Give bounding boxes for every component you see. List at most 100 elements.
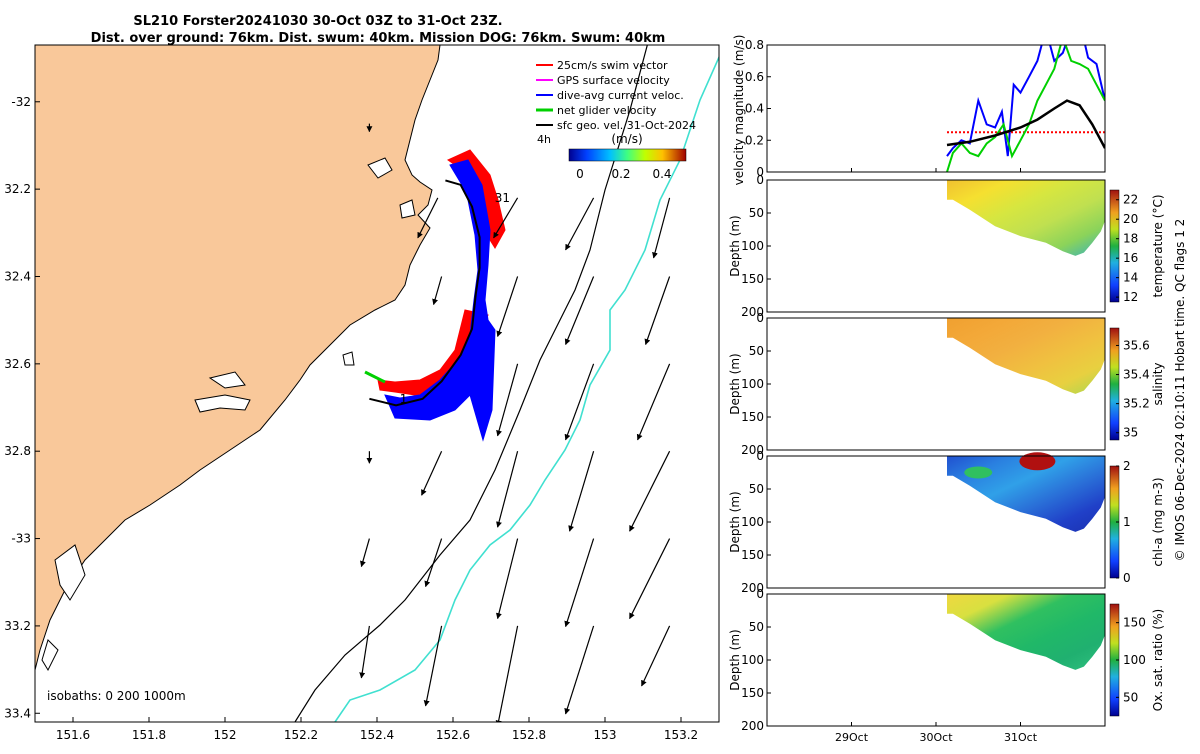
colorbar-tick-label: 18 xyxy=(1123,232,1138,246)
section-ytick-label: 0 xyxy=(756,173,764,187)
section-colorbar xyxy=(1109,189,1120,303)
geo-vector xyxy=(421,450,443,496)
velocity-panel: 0 0.2 0.4 0.6 0.8 velocity magnitude (m/s) xyxy=(732,35,1106,186)
geo-vector xyxy=(417,197,439,239)
geo-vector xyxy=(564,538,595,628)
geo-vector-field xyxy=(359,123,671,722)
map-ytick-label: 32.6 xyxy=(4,357,31,371)
section-ytick-label: 0 xyxy=(756,311,764,325)
map-xtick-label: 152.8 xyxy=(512,728,546,742)
map-colorbar-label: (m/s) xyxy=(611,132,642,146)
map-xtick-label: 152.4 xyxy=(360,728,394,742)
chla-max-patch xyxy=(1019,452,1056,471)
map-colorbar-tick-2: 0.4 xyxy=(652,167,671,181)
colorbar-label: chl-a (mg m-3) xyxy=(1151,477,1165,566)
map-xtick-label: 153.2 xyxy=(664,728,698,742)
section-ytick-label: 0 xyxy=(756,449,764,463)
geo-vector xyxy=(496,363,519,437)
map-panel: 151.6 151.8 152 152.2 152.4 152.6 152.8 153 153.… xyxy=(4,44,720,742)
map-xtick-label: 151.6 xyxy=(56,728,90,742)
colorbar-label: temperature (°C) xyxy=(1151,195,1165,298)
velocity-ylabel: velocity magnitude (m/s) xyxy=(732,35,746,186)
map-legend: 25cm/s swim vector GPS surface velocity … xyxy=(536,59,696,181)
time-tick-label: 31Oct xyxy=(1004,731,1038,744)
velocity-series-current xyxy=(946,45,1105,157)
colorbar-tick-label: 1 xyxy=(1123,515,1131,529)
velocity-series-net xyxy=(946,45,1105,172)
colorbar-tick-label: 16 xyxy=(1123,251,1138,265)
isobath-label: isobaths: 0 200 1000m xyxy=(47,689,186,703)
section-ytick-label: 150 xyxy=(741,548,764,562)
section-ytick-label: 100 xyxy=(741,377,764,391)
section-ytick-label: 50 xyxy=(749,620,764,634)
map-ytick-label: -32 xyxy=(11,95,31,109)
geo-vector xyxy=(629,450,671,532)
colorbar-tick-label: 14 xyxy=(1123,271,1138,285)
glider-track xyxy=(369,179,481,407)
map-xtick-label: 152.6 xyxy=(436,728,470,742)
chla-green-patch xyxy=(964,466,993,479)
geo-vector xyxy=(424,538,443,588)
section-ylabel: Depth (m) xyxy=(728,215,742,276)
oxygen-section-fill xyxy=(947,594,1105,670)
geo-vector xyxy=(564,625,595,715)
geo-vector xyxy=(493,197,519,239)
title-line-2: Dist. over ground: 76km. Dist. swum: 40k… xyxy=(91,31,666,46)
colorbar-tick-label: 35.4 xyxy=(1123,368,1150,382)
geo-vector xyxy=(359,625,370,679)
section-ytick-label: 100 xyxy=(741,239,764,253)
salinity-section-fill xyxy=(947,318,1105,394)
velocity-ytick-label: 0.4 xyxy=(745,102,764,116)
map-ytick-label: 33.4 xyxy=(4,706,31,720)
map-colorbar xyxy=(568,148,687,162)
legend-current: dive-avg current veloc. xyxy=(557,89,684,102)
colorbar-tick-label: 0 xyxy=(1123,571,1131,585)
section-ytick-label: 50 xyxy=(749,482,764,496)
geo-vector xyxy=(432,276,443,306)
track-label-1: 1 xyxy=(400,392,408,406)
colorbar-label: salinity xyxy=(1151,362,1165,405)
copyright-note: © IMOS 06-Dec-2024 02:10:11 Hobart time.… xyxy=(1173,219,1187,562)
map-xtick-label: 153 xyxy=(594,728,617,742)
map-ytick-label: 32.2 xyxy=(4,182,31,196)
coastline-land xyxy=(35,45,441,671)
isobath-200m xyxy=(294,45,648,722)
section-ytick-label: 50 xyxy=(749,344,764,358)
map-ytick-label: 32.8 xyxy=(4,444,31,458)
section-ytick-label: 200 xyxy=(741,443,764,457)
legend-gps: GPS surface velocity xyxy=(557,74,670,87)
legend-geo: sfc geo. vel. 31-Oct-2024 xyxy=(557,119,696,132)
geo-vector xyxy=(495,625,519,722)
velocity-series-geo xyxy=(946,99,1105,149)
colorbar-tick-label: 50 xyxy=(1123,690,1138,704)
section-ylabel: Depth (m) xyxy=(728,353,742,414)
colorbar-tick-label: 35.2 xyxy=(1123,397,1150,411)
colorbar-tick-label: 2 xyxy=(1123,459,1131,473)
colorbar-tick-label: 22 xyxy=(1123,193,1138,207)
section-ytick-label: 200 xyxy=(741,719,764,733)
legend-net: net glider velocity xyxy=(557,104,657,117)
map-ytick-label: 32.4 xyxy=(4,269,31,283)
legend-interval: 4h xyxy=(537,133,551,146)
geo-vector xyxy=(495,538,519,620)
colorbar-tick-label: 20 xyxy=(1123,212,1138,226)
map-xtick-label: 152.2 xyxy=(284,728,318,742)
section-ytick-label: 100 xyxy=(741,653,764,667)
legend-swim: 25cm/s swim vector xyxy=(557,59,668,72)
section-ytick-label: 100 xyxy=(741,515,764,529)
isobath-1000m xyxy=(334,55,719,722)
geo-vector xyxy=(359,538,370,568)
geo-vector xyxy=(423,625,443,707)
map-ytick-label: 33.2 xyxy=(4,619,31,633)
colorbar-tick-label: 35 xyxy=(1123,426,1138,440)
track-label-31: 31 xyxy=(495,191,510,205)
map-xtick-label: 152 xyxy=(214,728,237,742)
section-ytick-label: 200 xyxy=(741,581,764,595)
salinity-section: 0 50 100 150 200 Depth (m) 35 35.2 35.4 35.6salin… xyxy=(728,311,1165,457)
current-vectors xyxy=(384,159,496,442)
section-ylabel: Depth (m) xyxy=(728,491,742,552)
colorbar-tick-label: 35.6 xyxy=(1123,338,1150,352)
map-xtick-label: 151.8 xyxy=(132,728,166,742)
geo-vector xyxy=(636,363,671,441)
